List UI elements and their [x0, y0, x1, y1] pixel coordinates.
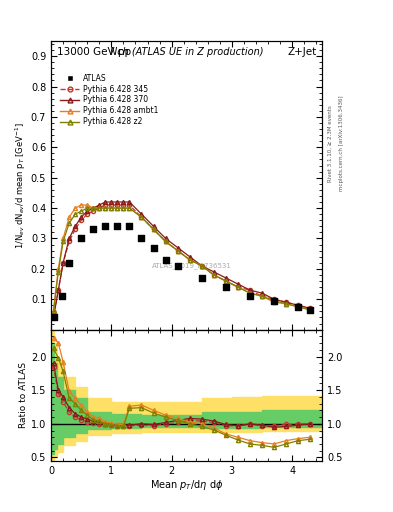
Point: [126, 222, 132, 230]
Point: [50, 313, 57, 322]
Text: mcplots.cern.ch [arXiv:1306.3436]: mcplots.cern.ch [arXiv:1306.3436]: [339, 96, 344, 191]
X-axis label: Mean $p_T$/d$\eta$ d$\phi$: Mean $p_T$/d$\eta$ d$\phi$: [150, 478, 223, 493]
Y-axis label: Ratio to ATLAS: Ratio to ATLAS: [19, 362, 28, 428]
Text: ATLAS_2019_I1736531: ATLAS_2019_I1736531: [152, 263, 232, 269]
Text: Rivet 3.1.10, ≥ 2.3M events: Rivet 3.1.10, ≥ 2.3M events: [328, 105, 333, 182]
Point: [114, 222, 121, 230]
Point: [307, 306, 313, 314]
Point: [223, 283, 229, 291]
Point: [271, 296, 277, 305]
Point: [78, 234, 84, 243]
Point: [174, 262, 181, 270]
Point: [151, 244, 157, 252]
Point: [162, 255, 169, 264]
Point: [295, 303, 301, 311]
Point: [198, 274, 205, 282]
Point: [66, 259, 72, 267]
Point: [247, 292, 253, 300]
Text: Nch (ATLAS UE in Z production): Nch (ATLAS UE in Z production): [110, 47, 263, 57]
Point: [102, 222, 108, 230]
Text: 13000 GeV pp: 13000 GeV pp: [57, 47, 130, 57]
Y-axis label: 1/N$_{ev}$ dN$_{ev}$/d mean p$_T$ [GeV$^{-1}$]: 1/N$_{ev}$ dN$_{ev}$/d mean p$_T$ [GeV$^…: [14, 122, 28, 249]
Point: [59, 292, 65, 300]
Legend: ATLAS, Pythia 6.428 345, Pythia 6.428 370, Pythia 6.428 ambt1, Pythia 6.428 z2: ATLAS, Pythia 6.428 345, Pythia 6.428 37…: [61, 74, 159, 126]
Point: [138, 234, 145, 243]
Point: [90, 225, 96, 233]
Text: Z+Jet: Z+Jet: [288, 47, 317, 57]
